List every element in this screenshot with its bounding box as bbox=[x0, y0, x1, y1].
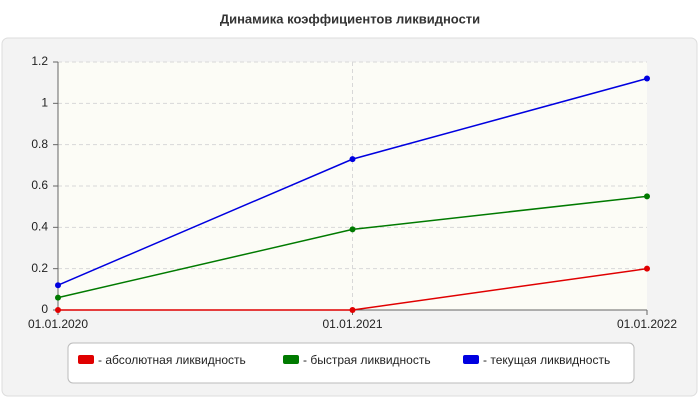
point bbox=[349, 226, 356, 233]
x-tick-label: 01.01.2021 bbox=[322, 317, 382, 331]
legend bbox=[67, 342, 635, 384]
y-tick-label: 0 bbox=[41, 302, 48, 316]
y-tick-label: 1 bbox=[41, 96, 48, 110]
legend-swatch bbox=[463, 355, 479, 364]
point bbox=[349, 156, 356, 163]
y-tick-label: 0.2 bbox=[31, 261, 48, 275]
legend-label: - абсолютная ликвидность bbox=[98, 353, 246, 367]
point bbox=[644, 75, 650, 82]
legend-swatch bbox=[78, 355, 94, 364]
legend-label: - быстрая ликвидность bbox=[303, 353, 431, 367]
point bbox=[644, 265, 650, 272]
point bbox=[55, 294, 61, 301]
chart-title: Динамика коэффициентов ликвидности bbox=[220, 11, 480, 26]
y-tick-label: 0.8 bbox=[31, 137, 48, 151]
y-tick-label: 0.6 bbox=[31, 178, 48, 192]
legend-swatch bbox=[283, 355, 299, 364]
point bbox=[55, 282, 61, 289]
legend-label: - текущая ликвидность bbox=[483, 353, 610, 367]
y-tick-label: 1.2 bbox=[31, 54, 48, 68]
x-tick-label: 01.01.2020 bbox=[28, 317, 88, 331]
x-tick-label: 01.01.2022 bbox=[617, 317, 677, 331]
point bbox=[349, 307, 356, 313]
point bbox=[55, 307, 61, 313]
point bbox=[644, 193, 650, 200]
y-tick-label: 0.4 bbox=[31, 220, 48, 234]
